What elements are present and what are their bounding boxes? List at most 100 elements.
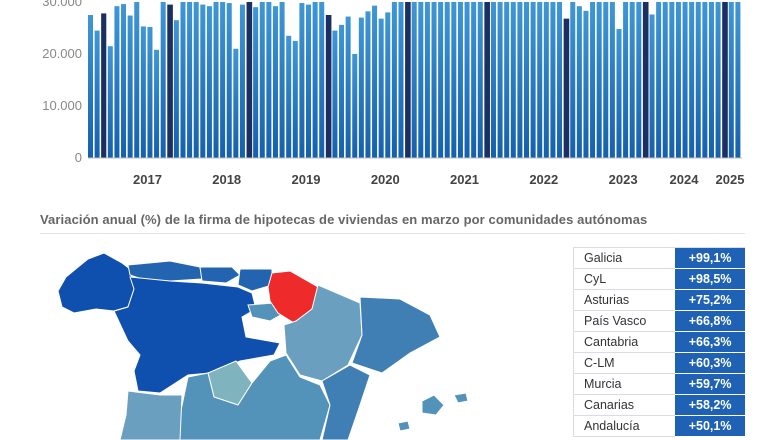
bar: [656, 2, 662, 158]
region-value-cell: +99,1%: [675, 247, 745, 269]
bar: [121, 4, 127, 158]
bar: [636, 2, 642, 158]
region-asturias[interactable]: [127, 260, 203, 282]
bar: [306, 4, 312, 158]
bar-year-start: [642, 2, 649, 158]
bar: [312, 2, 318, 158]
x-tick-year: 2025: [716, 172, 745, 187]
region-value-cell: +58,2%: [675, 394, 745, 416]
region-baleares-menorca[interactable]: [453, 392, 469, 404]
bar: [596, 2, 602, 158]
bar: [682, 2, 688, 158]
region-value-cell: +98,5%: [675, 268, 745, 290]
region-castilla-la-mancha[interactable]: [179, 354, 331, 440]
table-row: Galicia +99,1%: [573, 247, 745, 269]
region-name-cell: Asturias: [573, 289, 676, 311]
bar: [200, 4, 206, 158]
region-name-cell: C-LM: [573, 352, 676, 374]
bar: [385, 12, 391, 159]
region-name-cell: CyL: [573, 268, 676, 290]
bar: [629, 2, 635, 158]
bar: [537, 2, 543, 158]
table-row: C-LM +60,3%: [573, 352, 745, 374]
x-tick-year: 2024: [670, 172, 700, 187]
x-tick-year: 2018: [212, 172, 241, 187]
bar: [603, 2, 609, 158]
bar: [728, 2, 734, 158]
region-name-cell: Murcia: [573, 373, 676, 395]
x-tick-year: 2021: [450, 172, 479, 187]
region-value-cell: +66,8%: [675, 310, 745, 332]
region-extremadura[interactable]: [119, 390, 183, 440]
region-baleares[interactable]: [421, 394, 445, 416]
bar: [662, 2, 668, 158]
bar: [154, 49, 160, 159]
bar: [517, 2, 523, 158]
map-title: Variación anual (%) de la firma de hipot…: [40, 212, 648, 227]
bar: [127, 15, 133, 158]
table-row: País Vasco +66,8%: [573, 310, 745, 332]
region-galicia[interactable]: [57, 252, 135, 314]
x-tick-year: 2019: [292, 172, 321, 187]
bar: [180, 2, 186, 158]
region-value-cell: +66,3%: [675, 331, 745, 353]
mortgage-bar-chart: 0 10.000 20.000 30.000 2017 2018 2019 2020 2021…: [42, 0, 745, 187]
bar: [524, 2, 530, 158]
bar-year-start: [405, 2, 411, 158]
bar: [147, 26, 153, 159]
y-tick-label: 30.000: [42, 0, 82, 9]
bar: [114, 6, 120, 158]
region-cantabria[interactable]: [199, 266, 241, 284]
bar: [372, 5, 378, 159]
bar: [695, 2, 701, 158]
table-row: Asturias +75,2%: [573, 289, 745, 311]
region-baleares-ibiza[interactable]: [397, 420, 411, 432]
bar: [464, 2, 470, 158]
region-table-body: Galicia +99,1% CyL +98,5% Asturias +75,2% P…: [573, 247, 745, 437]
bar: [193, 2, 199, 158]
bar: [345, 16, 351, 159]
region-value-cell: +50,1%: [675, 415, 745, 437]
bar: [543, 2, 549, 158]
bar: [715, 2, 721, 158]
bar: [140, 26, 146, 158]
region-name-cell: Canarias: [573, 394, 676, 416]
bar: [94, 30, 100, 159]
region-pais-vasco[interactable]: [237, 268, 273, 292]
region-name-cell: Galicia: [573, 247, 676, 269]
table-row: Canarias +58,2%: [573, 394, 745, 416]
bar: [675, 2, 681, 158]
x-tick-year: 2023: [609, 172, 638, 187]
region-value-cell: +75,2%: [675, 289, 745, 311]
bar: [550, 2, 556, 158]
bars: [88, 2, 741, 159]
bar: [173, 20, 179, 159]
region-value-cell: +60,3%: [675, 352, 745, 374]
x-tick-year: 2017: [133, 172, 162, 187]
x-tick-year: 2020: [371, 172, 400, 187]
y-axis-ticks: 0 10.000 20.000 30.000: [42, 0, 82, 165]
table-row: Cantabria +66,3%: [573, 331, 745, 353]
bar: [530, 2, 536, 158]
bar: [134, 2, 140, 158]
bar: [226, 3, 232, 159]
table-row: CyL +98,5%: [573, 268, 745, 290]
bar: [391, 2, 397, 158]
bar: [279, 2, 285, 158]
bar: [319, 2, 325, 158]
bar: [570, 2, 576, 158]
bar: [358, 17, 364, 158]
bar: [253, 7, 259, 159]
region-cataluna[interactable]: [351, 296, 441, 374]
bar: [477, 2, 483, 158]
bar: [471, 2, 477, 158]
region-name-cell: Cantabria: [573, 331, 676, 353]
bar: [576, 6, 582, 158]
bar: [451, 2, 457, 158]
region-valencia[interactable]: [321, 364, 371, 440]
bar: [398, 2, 404, 158]
bar: [299, 3, 305, 159]
bar: [609, 2, 615, 158]
bar-year-start: [325, 15, 332, 158]
table-row: Murcia +59,7%: [573, 373, 745, 395]
